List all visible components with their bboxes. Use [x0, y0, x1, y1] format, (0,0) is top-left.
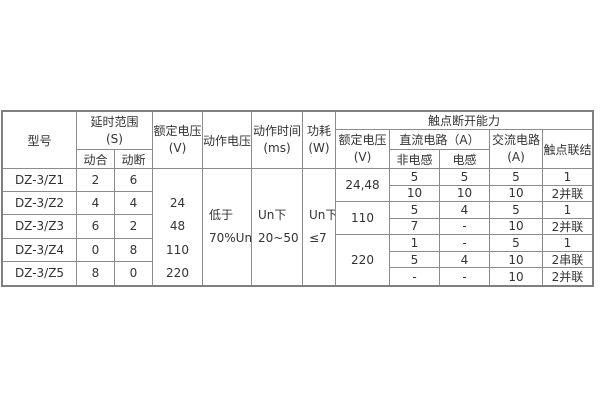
- dc-inductive-cell: 10: [440, 185, 490, 203]
- rated-voltage-value: 220: [166, 265, 189, 280]
- rated-voltage-header: 额定电压 (V): [153, 112, 203, 169]
- delay-no-cell: 2: [77, 169, 115, 193]
- relay-spec-table: 型号 延时范围 (S) 动合 动断 额定电压 (V) 动作电压 动作时间 (ms…: [1, 110, 594, 287]
- dc-inductive-cell: -: [440, 268, 490, 285]
- ac-circuit-cell: 10: [490, 218, 543, 236]
- breaking-voltage-unit: (V): [353, 150, 372, 164]
- power-header: 功耗 (W): [303, 112, 336, 169]
- operate-time-unit: (ms): [263, 141, 291, 155]
- operate-time-line: Un下: [258, 207, 287, 222]
- breaking-voltage-group: 110: [336, 202, 390, 236]
- rated-voltage-unit: (V): [168, 141, 187, 155]
- rated-voltage-values-cell: 24 48 110 220: [153, 169, 203, 285]
- dc-circuit-header: 直流电路（A）: [390, 130, 490, 150]
- delay-range-header: 延时范围 (S): [77, 112, 153, 150]
- delay-nc-cell: 2: [115, 215, 153, 239]
- dc-non-inductive-cell: 5: [390, 169, 440, 186]
- breaking-voltage-label: 额定电压: [338, 133, 387, 147]
- contact-connection-header: 触点联结: [543, 130, 592, 169]
- dc-inductive-cell: 5: [440, 169, 490, 186]
- breaking-voltage-header: 额定电压 (V): [336, 130, 390, 169]
- delay-nc-header: 动断: [115, 150, 153, 169]
- operate-time-header: 动作时间 (ms): [252, 112, 303, 169]
- power-cell: Un下 ≤7: [303, 169, 336, 285]
- contact-connection-cell: 1: [543, 202, 592, 219]
- dc-non-inductive-cell: 7: [390, 218, 440, 236]
- ac-circuit-header: 交流电路 (A): [490, 130, 543, 169]
- ac-circuit-unit: (A): [507, 150, 525, 164]
- ac-circuit-cell: 5: [490, 235, 543, 252]
- model-cell: DZ-3/Z4: [3, 238, 77, 262]
- ac-circuit-cell: 5: [490, 202, 543, 219]
- ac-circuit-cell: 10: [490, 185, 543, 203]
- delay-no-cell: 6: [77, 215, 115, 239]
- dc-non-inductive-cell: 5: [390, 251, 440, 269]
- contact-connection-cell: 1: [543, 235, 592, 252]
- delay-no-cell: 8: [77, 261, 115, 285]
- dc-non-inductive-header: 非电感: [390, 150, 440, 169]
- model-cell: DZ-3/Z1: [3, 169, 77, 193]
- dc-inductive-cell: -: [440, 235, 490, 252]
- contact-connection-cell: 1: [543, 169, 592, 186]
- breaking-voltage-group: 24,48: [336, 169, 390, 203]
- delay-no-cell: 4: [77, 192, 115, 216]
- model-cell: DZ-3/Z5: [3, 261, 77, 285]
- operate-time-label: 动作时间: [252, 124, 301, 138]
- operate-voltage-line: 低于: [209, 207, 234, 222]
- delay-nc-cell: 4: [115, 192, 153, 216]
- power-line: Un下: [309, 207, 336, 222]
- delay-nc-cell: 0: [115, 261, 153, 285]
- ac-circuit-cell: 5: [490, 169, 543, 186]
- power-label: 功耗: [306, 124, 331, 138]
- operate-voltage-line: 70%Un: [209, 231, 252, 245]
- breaking-voltage-group: 220: [336, 235, 390, 285]
- ac-circuit-cell: 10: [490, 251, 543, 269]
- delay-range-label: 延时范围: [90, 114, 139, 129]
- operate-time-cell: Un下 20~50: [252, 169, 303, 285]
- power-unit: (W): [308, 141, 330, 155]
- dc-inductive-cell: 4: [440, 202, 490, 219]
- model-cell: DZ-3/Z2: [3, 192, 77, 216]
- dc-non-inductive-cell: 10: [390, 185, 440, 203]
- rated-voltage-value: 48: [169, 219, 186, 234]
- operate-voltage-header: 动作电压: [203, 112, 252, 169]
- dc-inductive-cell: 4: [440, 251, 490, 269]
- delay-no-header: 动合: [77, 150, 115, 169]
- model-cell: DZ-3/Z3: [3, 215, 77, 239]
- delay-nc-cell: 6: [115, 169, 153, 193]
- delay-no-cell: 0: [77, 238, 115, 262]
- contact-connection-cell: 2串联: [543, 252, 592, 269]
- operate-time-line: 20~50: [258, 231, 299, 245]
- dc-inductive-header: 电感: [440, 150, 490, 169]
- ac-circuit-label: 交流电路: [491, 133, 540, 147]
- breaking-capacity-header: 触点断开能力: [336, 112, 592, 130]
- contact-connection-cell: 2并联: [543, 186, 592, 203]
- model-header: 型号: [3, 112, 77, 169]
- dc-non-inductive-cell: 1: [390, 235, 440, 252]
- rated-voltage-value: 24: [169, 196, 186, 211]
- contact-connection-cell: 2并联: [543, 219, 592, 236]
- power-line: ≤7: [309, 231, 327, 245]
- dc-non-inductive-cell: 5: [390, 202, 440, 219]
- operate-voltage-cell: 低于 70%Un: [203, 169, 252, 285]
- rated-voltage-value: 110: [166, 242, 189, 257]
- dc-non-inductive-cell: -: [390, 268, 440, 285]
- delay-range-unit: (S): [106, 131, 123, 146]
- delay-nc-cell: 8: [115, 238, 153, 262]
- ac-circuit-cell: 10: [490, 268, 543, 285]
- contact-connection-cell: 2并联: [551, 270, 584, 285]
- dc-inductive-cell: -: [440, 218, 490, 236]
- rated-voltage-label: 额定电压: [153, 124, 202, 138]
